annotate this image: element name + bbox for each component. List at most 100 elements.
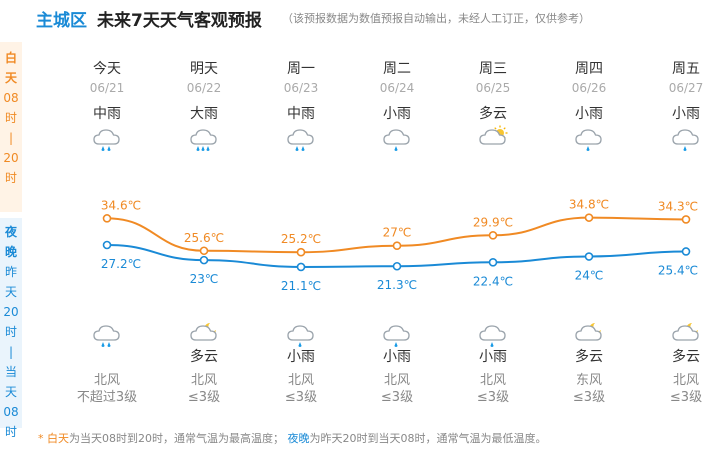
footnote-star: * xyxy=(38,432,47,445)
rain-icon xyxy=(91,124,123,152)
day-name: 周五 xyxy=(672,61,700,77)
light-rain-icon xyxy=(381,320,413,348)
day-date: 06/21 xyxy=(89,81,125,95)
wind-level: ≤3级 xyxy=(380,390,414,405)
day-temperature-label: 34.8℃ xyxy=(569,198,609,212)
day-weather: 中雨 xyxy=(287,106,315,122)
day-temperature-label: 34.6℃ xyxy=(101,198,141,212)
wind-direction: 北风 xyxy=(383,373,410,388)
day-temperature-label: 34.3℃ xyxy=(658,199,698,213)
wind-level: ≤3级 xyxy=(187,390,221,405)
side-char: 20 xyxy=(3,151,19,165)
wind-info: 北风 ≤3级 xyxy=(164,372,244,406)
light-rain-icon xyxy=(381,124,413,152)
day-weather: 多云 xyxy=(479,106,507,122)
night-temperature-point xyxy=(199,255,209,265)
night-temperature-point xyxy=(681,247,691,256)
partly-cloudy-night-icon xyxy=(188,320,220,348)
wind-info: 北风 ≤3级 xyxy=(261,372,341,406)
page-header: 主城区 未来7天天气客观预报 （该预报数据为数值预报自动输出，未经人工订正，仅供… xyxy=(0,0,720,34)
forecast-day: 周三 06/25 多云 小雨 北风 ≤3级 xyxy=(453,0,533,458)
side-char: 白 xyxy=(4,51,17,65)
heavy-rain-icon xyxy=(188,124,220,152)
partly-cloudy-night-icon xyxy=(670,320,702,348)
wind-direction: 北风 xyxy=(672,373,699,388)
day-temperature-point xyxy=(681,215,691,224)
night-side-label: 夜 晚 昨 天 20 时 | 当 天 08 时 xyxy=(0,218,22,439)
day-date: 06/24 xyxy=(379,81,415,95)
day-date: 06/22 xyxy=(186,81,222,95)
night-temperature-point xyxy=(584,252,594,261)
side-char: 时 xyxy=(4,425,17,439)
day-temperature-point xyxy=(296,247,306,257)
day-date: 06/23 xyxy=(283,81,319,95)
side-char: 天 xyxy=(4,285,17,299)
day-temperature-point xyxy=(199,246,209,256)
side-char: | xyxy=(8,345,14,359)
day-date: 06/25 xyxy=(475,81,511,95)
wind-info: 北风 ≤3级 xyxy=(646,372,720,406)
forecast-days: 今天 06/21 中雨 北风 不超过3级 明天 06/22 大雨 多云 北风 ≤3级 周一 06/23 中… xyxy=(22,0,720,458)
forecast-day: 周四 06/26 小雨 多云 东风 ≤3级 xyxy=(549,0,629,458)
day-temperature-point xyxy=(488,230,498,240)
light-rain-icon xyxy=(670,124,702,152)
day-name: 周二 xyxy=(383,61,411,77)
footnote-night-term: 夜晚 xyxy=(287,432,310,445)
day-temperature-label: 27℃ xyxy=(383,226,412,240)
day-weather: 大雨 xyxy=(190,106,218,122)
day-temperature-point xyxy=(584,213,594,222)
night-temperature-label: 24℃ xyxy=(575,269,604,283)
wind-direction: 北风 xyxy=(190,373,217,388)
day-temperature-label: 25.6℃ xyxy=(184,231,224,245)
footnote-night-text: 为昨天20时到当天08时，通常气温为最低温度。 xyxy=(309,432,547,445)
side-char: 当 xyxy=(4,365,17,379)
night-temperature-label: 22.4℃ xyxy=(473,274,513,288)
wind-level: ≤3级 xyxy=(669,390,703,405)
light-rain-icon xyxy=(573,124,605,152)
partly-cloudy-day-icon xyxy=(477,124,509,152)
wind-level: ≤3级 xyxy=(476,390,510,405)
day-name: 周四 xyxy=(575,61,603,77)
footnote: * 白天为当天08时到20时，通常气温为最高温度； 夜晚为昨天20时到当天08时… xyxy=(38,430,547,446)
wind-direction: 北风 xyxy=(479,373,506,388)
day-date: 06/26 xyxy=(571,81,607,95)
night-temperature-label: 23℃ xyxy=(190,272,219,286)
night-temperature-label: 21.3℃ xyxy=(377,278,417,292)
wind-direction: 北风 xyxy=(93,373,120,388)
night-temperature-label: 25.4℃ xyxy=(658,263,698,277)
partly-cloudy-night-icon xyxy=(573,320,605,348)
side-char: 天 xyxy=(4,385,17,399)
day-name: 周三 xyxy=(479,61,507,77)
side-char: 时 xyxy=(4,111,17,125)
side-char: 晚 xyxy=(4,245,17,259)
night-temperature-point xyxy=(488,257,498,267)
rain-icon xyxy=(91,320,123,348)
side-char: 昨 xyxy=(4,265,17,279)
day-temperature-label: 25.2℃ xyxy=(281,232,321,246)
footnote-day-text: 为当天08时到20时，通常气温为最高温度； xyxy=(69,432,284,445)
wind-info: 东风 ≤3级 xyxy=(549,372,629,406)
day-name: 周一 xyxy=(287,61,315,77)
daytime-side-label: 白 天 08 时 | 20 时 xyxy=(0,42,22,212)
side-char: | xyxy=(8,131,14,145)
side-char: 08 xyxy=(3,91,19,105)
night-weather: 小雨 xyxy=(383,349,411,365)
day-weather: 中雨 xyxy=(93,106,121,122)
wind-level: ≤3级 xyxy=(572,390,606,405)
night-weather: 小雨 xyxy=(287,349,315,365)
day-weather: 小雨 xyxy=(383,106,411,122)
wind-level: ≤3级 xyxy=(284,390,318,405)
forecast-day: 今天 06/21 中雨 北风 不超过3级 xyxy=(67,0,147,458)
side-char: 时 xyxy=(4,325,17,339)
night-temperature-point xyxy=(392,261,402,271)
side-char: 时 xyxy=(4,171,17,185)
wind-info: 北风 ≤3级 xyxy=(453,372,533,406)
wind-direction: 北风 xyxy=(287,373,314,388)
forecast-day: 周一 06/23 中雨小雨北风 ≤3级 xyxy=(261,0,341,458)
wind-level: 不超过3级 xyxy=(76,390,138,405)
day-temperature-point xyxy=(102,214,112,223)
forecast-day: 周二 06/24 小雨 小雨 北风 ≤3级 xyxy=(357,0,437,458)
day-temperature-point xyxy=(392,241,402,251)
wind-info: 北风不超过3级 xyxy=(67,372,147,406)
